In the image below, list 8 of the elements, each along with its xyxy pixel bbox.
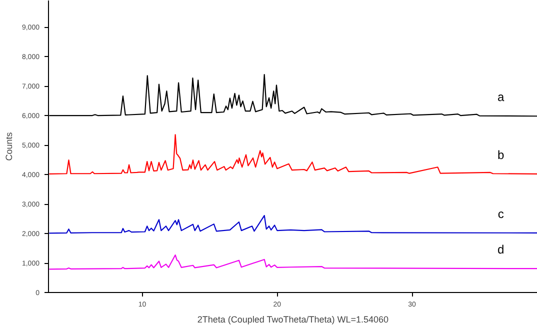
series-label: d [497,242,504,257]
series-label: a [497,90,504,104]
series-label: c [498,206,504,221]
x-axis-title: 2Theta (Coupled TwoTheta/Theta) WL=1.54060 [197,314,389,324]
y-axis-title: Counts [4,132,14,161]
line-series [48,254,537,270]
line-series [48,134,537,174]
series-label: b [497,148,504,162]
